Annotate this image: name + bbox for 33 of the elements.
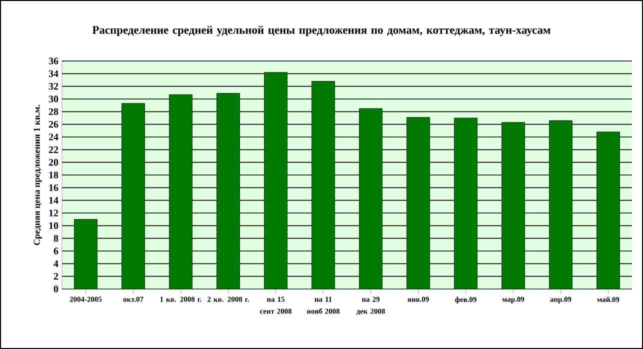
y-tick-label: 36 <box>48 58 58 64</box>
y-tick-label: 10 <box>49 222 58 230</box>
bar <box>406 117 430 289</box>
chart-title: Распределение средней удельной цены предложения по домам, коттеджам, таун-хаусам <box>92 26 550 36</box>
y-tick-label: 8 <box>54 234 58 242</box>
y-tick-label: 34 <box>48 70 58 78</box>
y-tick-label: 12 <box>49 210 58 216</box>
y-tick-label: 14 <box>49 197 58 204</box>
y-tick-label: 2 <box>54 273 58 280</box>
bar <box>169 94 192 289</box>
bar <box>549 120 572 289</box>
bar <box>312 81 335 289</box>
bar <box>359 108 382 289</box>
y-tick-label: 16 <box>49 184 58 192</box>
bar <box>74 219 98 289</box>
y-tick-label: 0 <box>54 286 58 292</box>
y-tick-label: 32 <box>48 82 58 90</box>
y-tick-label: 4 <box>54 260 58 267</box>
y-tick-label: 30 <box>48 96 58 102</box>
y-tick-label: 26 <box>48 120 58 128</box>
bar <box>596 132 620 289</box>
bar <box>502 122 525 289</box>
bar <box>454 118 478 289</box>
y-tick-label: 24 <box>48 134 58 140</box>
y-tick-label: 18 <box>49 172 58 178</box>
bar <box>216 93 240 289</box>
y-tick-label: 28 <box>48 108 58 116</box>
y-tick-label: 22 <box>48 146 58 153</box>
y-tick-label: 6 <box>54 248 58 254</box>
y-axis-title: Средняя цена предложения 1 кв.м. <box>34 104 42 246</box>
bar <box>264 72 288 289</box>
y-tick-label: 20 <box>48 158 58 166</box>
bar <box>122 103 145 289</box>
